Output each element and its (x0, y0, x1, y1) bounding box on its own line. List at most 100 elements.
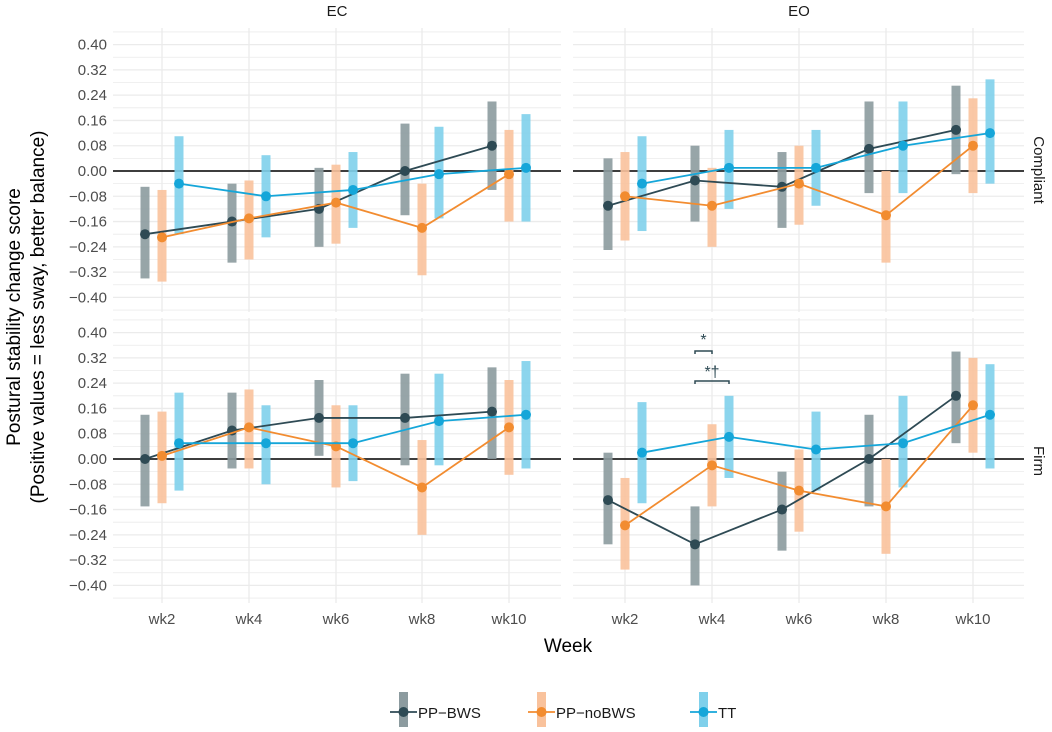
data-point-tt (521, 409, 531, 420)
data-point-tt (261, 438, 271, 449)
y-tick-label: 0.40 (78, 325, 107, 342)
y-tick-label: 0.40 (78, 37, 107, 54)
data-point-ppbws (487, 140, 497, 151)
panel-eo-compliant (573, 28, 1024, 312)
data-point-tt (724, 162, 734, 173)
x-tick-label: wk2 (611, 611, 639, 628)
y-tick-label: 0.24 (78, 87, 107, 104)
strip-label-compliant: Compliant (1030, 136, 1047, 204)
data-point-ppbws (314, 412, 324, 423)
data-point-ppbws (400, 412, 410, 423)
data-point-tt (434, 416, 444, 427)
y-tick-label: 0.16 (78, 400, 107, 417)
significance-bracket (694, 350, 713, 354)
data-point-ppbws (140, 454, 150, 464)
x-tick-label: wk8 (408, 611, 436, 628)
data-point-ppnobws (968, 400, 978, 411)
y-tick-label: −0.24 (69, 527, 107, 544)
data-point-ppbws (864, 454, 874, 464)
legend-label: PP−BWS (418, 705, 481, 722)
legend-label: PP−noBWS (556, 705, 636, 722)
data-point-tt (348, 184, 358, 195)
y-tick-label: −0.32 (69, 552, 107, 569)
data-point-ppbws (400, 166, 410, 176)
data-point-tt (174, 178, 184, 189)
data-point-ppnobws (504, 169, 514, 180)
y-axis-title-line1: Postural stability change score (4, 188, 25, 446)
data-point-tt (174, 438, 184, 449)
legend-key-ppbws (390, 692, 417, 732)
data-point-ppbws (140, 229, 150, 240)
significance-label: * (700, 332, 706, 349)
data-point-ppnobws (244, 213, 254, 224)
data-point-tt (985, 128, 995, 139)
data-point-ppbws (951, 124, 961, 135)
panel-ec-firm: 0.40 0.32 0.24 0.16 0.08 0.00 −0.08 −0.16 −0.24 −… (69, 318, 561, 628)
data-point-tt (898, 438, 908, 449)
data-point-ppnobws (794, 485, 804, 496)
x-tick-label: wk4 (235, 611, 263, 628)
x-axis-title: Week (544, 636, 593, 657)
data-point-tt (811, 444, 821, 455)
data-point-tt (261, 191, 271, 202)
legend-point-swatch (536, 707, 547, 717)
y-tick-label: 0.08 (78, 426, 107, 443)
y-tick-label: −0.24 (69, 239, 107, 256)
data-point-ppnobws (707, 460, 717, 471)
significance-bracket (694, 380, 730, 384)
data-point-tt (724, 431, 734, 442)
y-tick-label: −0.08 (69, 188, 107, 205)
data-point-ppnobws (620, 520, 630, 531)
data-point-tt (637, 178, 647, 189)
data-point-ppnobws (244, 422, 254, 433)
y-tick-label: 0.00 (78, 163, 107, 180)
y-tick-label: 0.00 (78, 451, 107, 468)
data-point-tt (434, 169, 444, 180)
legend-key-tt (690, 692, 717, 732)
x-tick-label: wk6 (785, 611, 813, 628)
data-point-ppnobws (157, 450, 167, 461)
data-point-ppnobws (794, 178, 804, 189)
data-point-ppbws (487, 406, 497, 417)
legend-point-swatch (398, 707, 409, 717)
y-tick-label: −0.16 (69, 502, 107, 519)
y-axis-title-line2: (Positive values = less sway, better bal… (28, 131, 49, 504)
x-tick-label: wk4 (698, 611, 726, 628)
y-tick-label: −0.40 (69, 577, 107, 594)
strip-label-ec: EC (327, 3, 348, 20)
data-point-ppbws (603, 200, 613, 211)
data-point-tt (985, 409, 995, 420)
data-point-ppnobws (504, 422, 514, 433)
y-tick-label: −0.08 (69, 476, 107, 493)
y-tick-label: 0.32 (78, 350, 107, 367)
data-point-ppnobws (881, 210, 891, 221)
panel-eo-firm: wk2 wk4 wk6 wk8 wk10 * *† (573, 318, 1024, 628)
legend-label: TT (718, 705, 736, 722)
x-tick-label: wk2 (148, 611, 176, 628)
data-point-tt (637, 447, 647, 458)
data-point-ppbws (777, 504, 787, 515)
data-point-ppbws (690, 539, 700, 550)
x-tick-label: wk10 (954, 611, 990, 628)
data-point-ppbws (690, 175, 700, 186)
y-tick-label: 0.16 (78, 112, 107, 129)
data-point-ppbws (603, 495, 613, 506)
data-point-ppnobws (620, 191, 630, 202)
y-tick-label: −0.32 (69, 264, 107, 281)
y-tick-label: −0.40 (69, 289, 107, 306)
data-point-ppbws (864, 143, 874, 154)
y-tick-label: −0.16 (69, 214, 107, 231)
y-tick-label: 0.24 (78, 375, 107, 392)
data-point-ppnobws (417, 222, 427, 233)
data-point-tt (521, 162, 531, 173)
data-point-ppnobws (968, 140, 978, 151)
strip-label-eo: EO (788, 3, 810, 20)
data-point-ppbws (951, 390, 961, 401)
x-tick-label: wk10 (490, 611, 526, 628)
data-point-ppnobws (157, 232, 167, 243)
significance-label: *† (704, 364, 719, 381)
legend-key-ppnobws (528, 692, 555, 732)
data-point-tt (348, 438, 358, 449)
x-tick-label: wk8 (872, 611, 900, 628)
